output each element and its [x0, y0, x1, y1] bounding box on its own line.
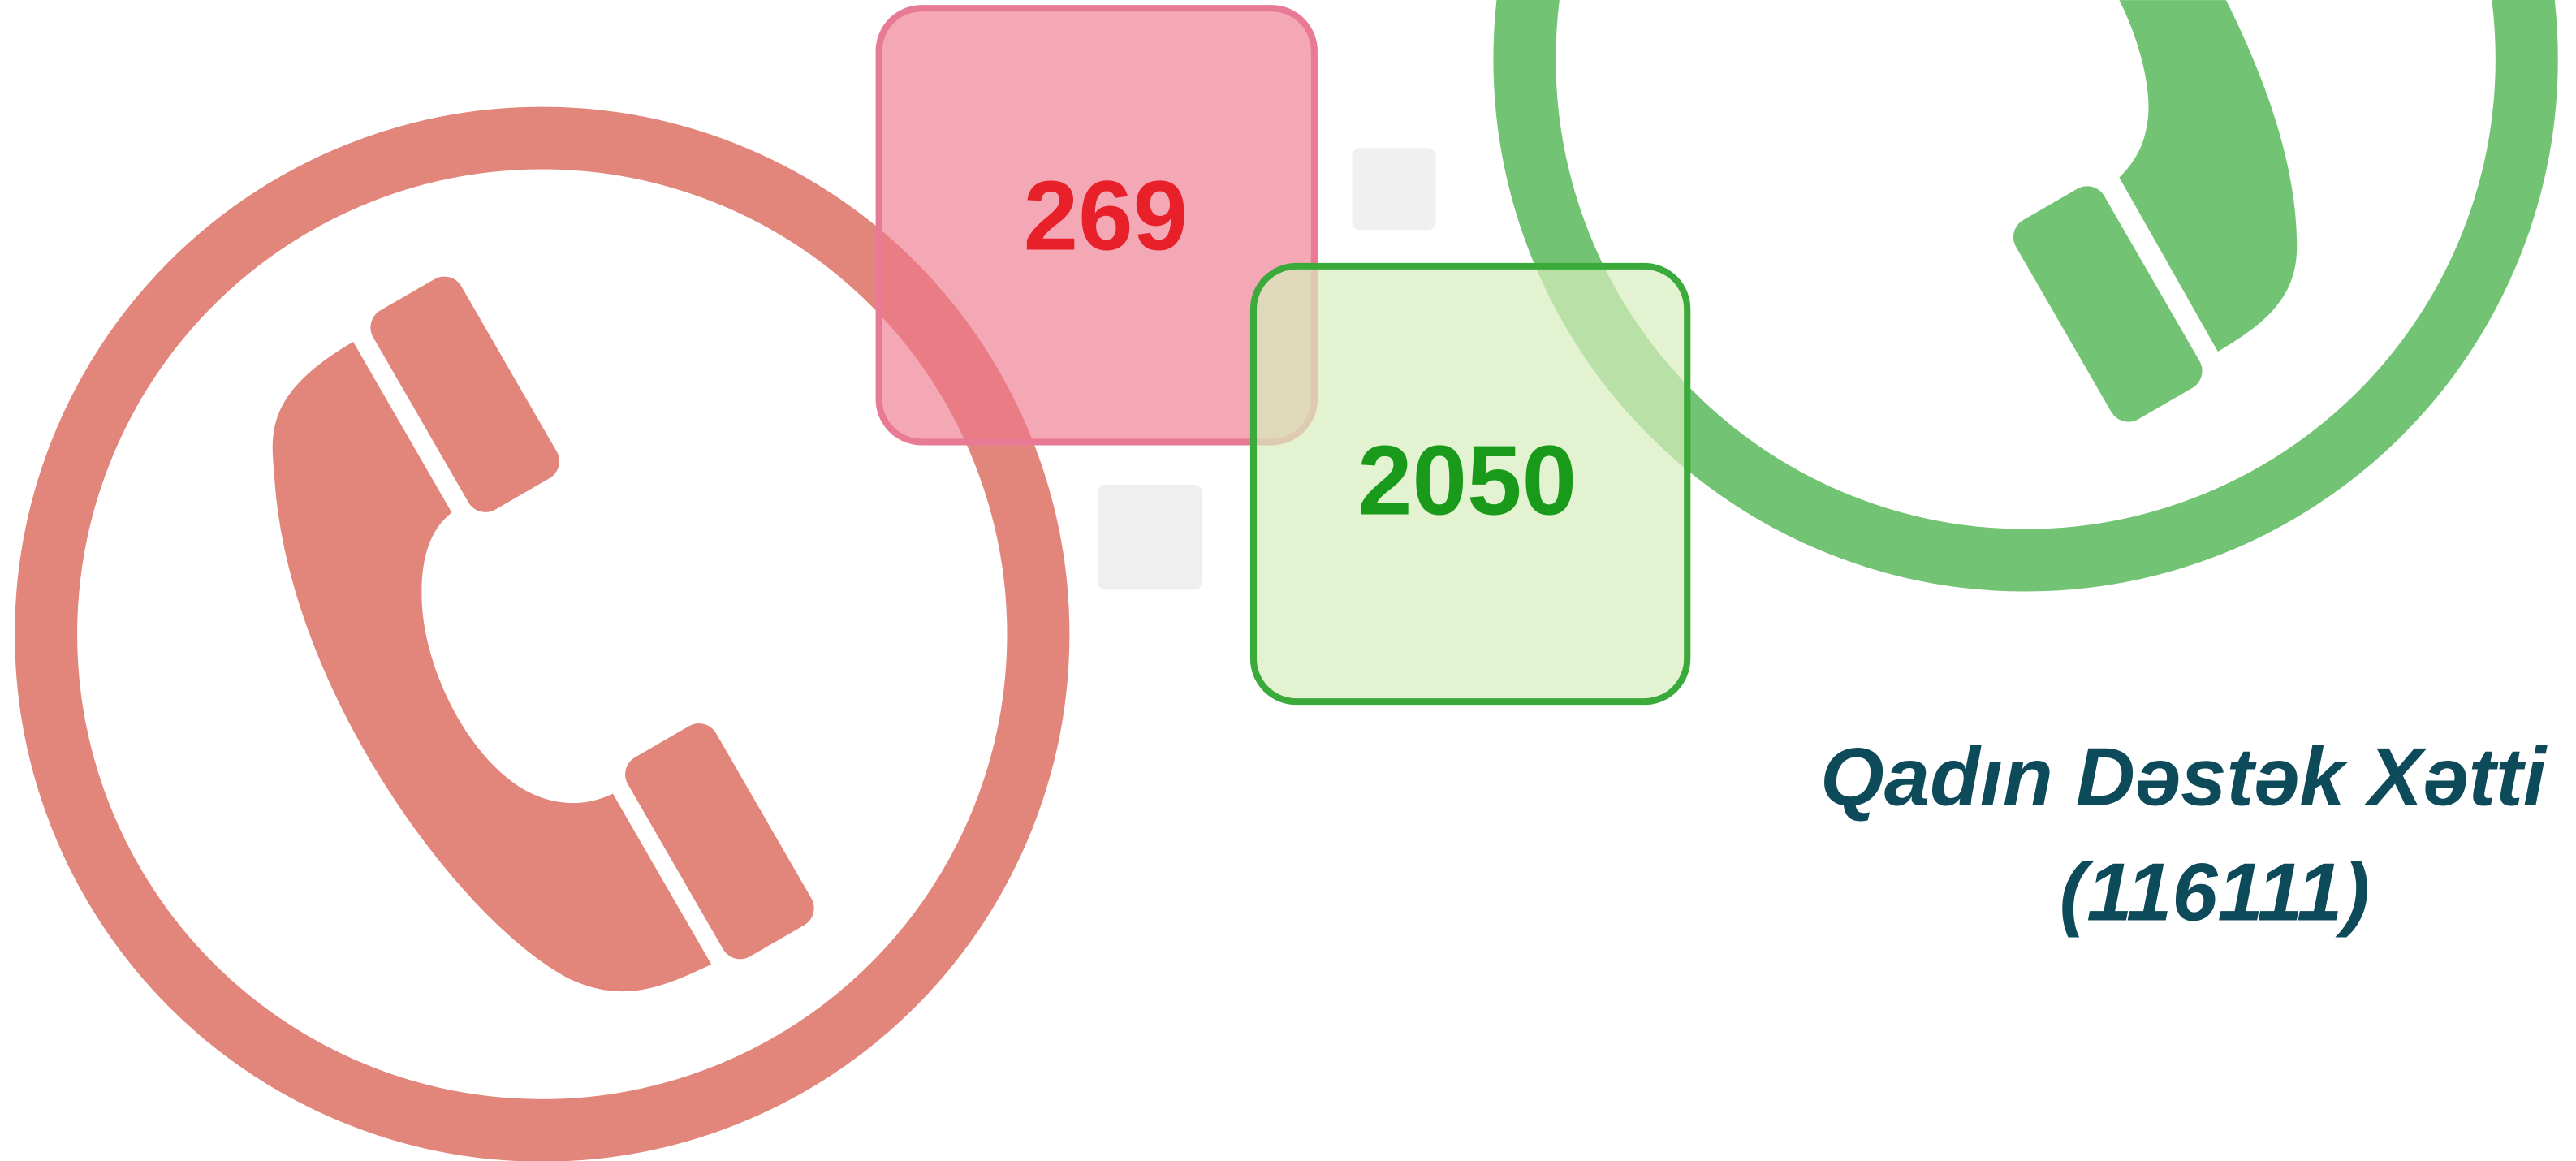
placeholder [1352, 148, 1436, 231]
helpline-name: Qadın Dəstək Xətti [1820, 732, 2548, 823]
badge: 2050 [1249, 262, 1691, 706]
helpline-number: (116111) [2060, 846, 2370, 938]
green-phone-icon [1493, 0, 2558, 592]
placeholder [1097, 485, 1203, 590]
badge: 269 [875, 5, 1318, 446]
badge-label: 2050 [1357, 425, 1577, 535]
badge-label: 269 [1024, 161, 1189, 271]
red-phone-icon [15, 106, 1070, 1161]
